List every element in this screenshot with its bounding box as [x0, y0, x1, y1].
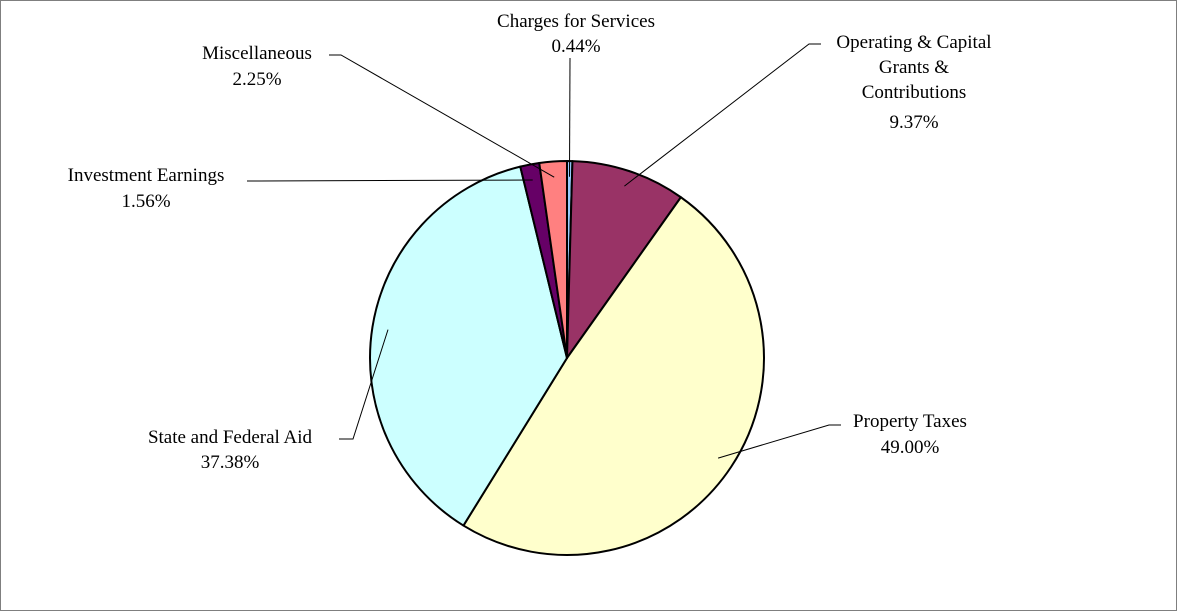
slice-operating-capital-grants-contributions: [566, 160, 682, 359]
leader-line-operating-capital-grants-contributions: [624, 43, 821, 187]
label-miscellaneous: Miscellaneous: [202, 43, 312, 64]
label-charges-for-services: Charges for Services: [497, 11, 655, 32]
label-operating-grants-line3: Contributions: [862, 82, 967, 103]
label-property-taxes: Property Taxes: [853, 411, 967, 432]
label-operating-grants-line1: Operating & Capital: [836, 32, 991, 53]
slice-property-taxes: [462, 196, 765, 556]
value-miscellaneous: 2.25%: [232, 69, 281, 90]
leader-line-investment-earnings: [247, 179, 533, 182]
pie-slices: [369, 160, 765, 556]
value-charges-for-services: 0.44%: [551, 36, 600, 57]
value-state-federal-aid: 37.38%: [201, 452, 260, 473]
label-operating-grants-line2: Grants &: [879, 57, 949, 78]
value-investment-earnings: 1.56%: [121, 191, 170, 212]
value-operating-grants: 9.37%: [889, 112, 938, 133]
leader-line-charges-for-services: [569, 57, 571, 177]
label-state-federal-aid: State and Federal Aid: [148, 427, 313, 448]
value-property-taxes: 49.00%: [881, 437, 940, 458]
slice-miscellaneous: [538, 160, 568, 359]
leader-line-miscellaneous: [329, 54, 555, 178]
leader-line-property-taxes: [717, 424, 841, 459]
label-investment-earnings: Investment Earnings: [68, 165, 225, 186]
leader-line-state-and-federal-aid: [339, 329, 389, 440]
leader-lines: [247, 43, 841, 459]
slice-state-and-federal-aid: [369, 165, 568, 527]
